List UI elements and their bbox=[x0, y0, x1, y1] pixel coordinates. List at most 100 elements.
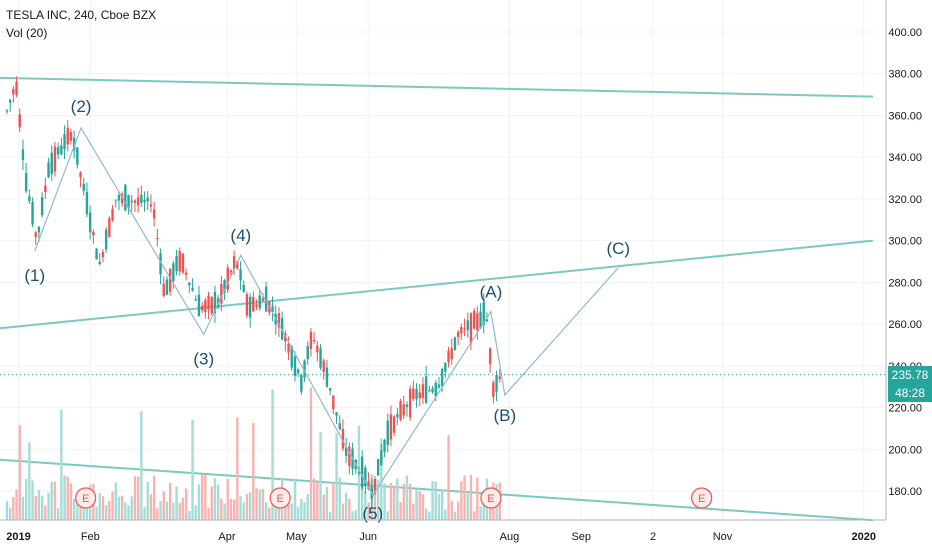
volume-bar bbox=[287, 494, 290, 520]
candle-body bbox=[488, 348, 492, 365]
candle-body bbox=[114, 199, 117, 201]
candle-body bbox=[82, 183, 85, 191]
earnings-icon bbox=[75, 487, 97, 509]
grid bbox=[0, 0, 886, 520]
y-tick-label: 320.00 bbox=[888, 194, 922, 206]
volume-bar bbox=[351, 511, 354, 520]
volume-bar bbox=[216, 484, 220, 520]
volume-bar bbox=[232, 499, 236, 520]
volume-bar bbox=[168, 482, 172, 520]
candle-body bbox=[28, 196, 31, 202]
x-tick-label: Apr bbox=[218, 531, 235, 543]
candle-body bbox=[127, 194, 130, 209]
volume-bar bbox=[69, 483, 73, 520]
volume-bar bbox=[440, 489, 444, 520]
earnings-marker[interactable]: E bbox=[691, 487, 713, 509]
volume-bar bbox=[124, 502, 127, 520]
y-tick-label: 200.00 bbox=[888, 444, 922, 456]
volume-bar bbox=[463, 475, 466, 520]
candle-body bbox=[66, 127, 69, 145]
candle-body bbox=[412, 388, 415, 399]
y-tick-label: 400.00 bbox=[888, 27, 922, 39]
volume-bar bbox=[479, 506, 482, 520]
candle-body bbox=[213, 291, 217, 314]
earnings-marker[interactable]: E bbox=[75, 487, 97, 509]
candle-body bbox=[111, 209, 114, 221]
candle-body bbox=[175, 256, 178, 272]
volume-bar bbox=[120, 495, 124, 520]
candle-body bbox=[130, 200, 133, 203]
candle-body bbox=[444, 362, 447, 372]
volume-bar bbox=[328, 511, 332, 520]
candle-body bbox=[255, 304, 258, 307]
candle-body bbox=[367, 481, 370, 490]
candle-body bbox=[85, 191, 89, 215]
candle-body bbox=[479, 311, 482, 329]
volume-bar bbox=[188, 510, 191, 520]
y-tick-label: 280.00 bbox=[888, 277, 922, 289]
candle-body bbox=[316, 345, 319, 353]
volume-bar bbox=[424, 508, 428, 520]
candle-body bbox=[226, 267, 229, 290]
volume-bar bbox=[60, 409, 63, 520]
candle-body bbox=[271, 306, 274, 313]
volume-bar bbox=[402, 483, 405, 520]
candle-body bbox=[434, 382, 437, 397]
earnings-icon bbox=[480, 487, 502, 509]
volume-bar bbox=[380, 438, 383, 520]
x-tick-label: Nov bbox=[713, 531, 733, 543]
volume-bar bbox=[76, 499, 79, 520]
candle-body bbox=[415, 388, 418, 400]
volume-bar bbox=[136, 476, 140, 520]
candle-body bbox=[373, 478, 377, 493]
candle-body bbox=[140, 194, 143, 203]
volume-bar bbox=[415, 489, 418, 520]
candle-body bbox=[232, 256, 236, 270]
volume-indicator-label[interactable]: Vol (20) bbox=[6, 26, 48, 40]
volume-bar bbox=[392, 485, 396, 520]
candle-body bbox=[421, 384, 425, 399]
volume-bar bbox=[460, 481, 463, 520]
volume-bar bbox=[47, 492, 50, 520]
y-tick-label: 300.00 bbox=[888, 236, 922, 248]
volume-bar bbox=[210, 486, 213, 520]
volume-bar bbox=[354, 510, 357, 520]
volume-bar bbox=[309, 387, 313, 520]
candle-body bbox=[5, 110, 9, 112]
axes: 180.00200.00220.00240.00260.00280.00300.… bbox=[0, 0, 922, 543]
earnings-marker[interactable]: E bbox=[269, 487, 291, 509]
symbol-title[interactable]: TESLA INC, 240, Cboe BZX bbox=[6, 8, 157, 22]
wave-line bbox=[34, 126, 619, 497]
candle-body bbox=[37, 226, 41, 233]
candle-body bbox=[204, 300, 207, 312]
candle-body bbox=[245, 294, 249, 316]
volume-bar bbox=[341, 503, 345, 520]
volume-bar bbox=[453, 511, 457, 520]
volume-bar bbox=[95, 506, 98, 520]
candle-body bbox=[322, 360, 325, 373]
volume-bar bbox=[24, 478, 28, 520]
volume-bar bbox=[37, 489, 41, 520]
candle-body bbox=[280, 317, 284, 340]
volume-bar bbox=[444, 509, 447, 520]
candle-body bbox=[178, 250, 181, 272]
volume-bar bbox=[223, 503, 226, 520]
volume-bar bbox=[472, 511, 476, 520]
volume-bar bbox=[18, 425, 21, 520]
candle-body bbox=[383, 439, 386, 452]
volume-bar bbox=[242, 502, 245, 520]
wave-label: (3) bbox=[193, 350, 214, 369]
candle-body bbox=[492, 382, 495, 397]
volume-bar bbox=[277, 508, 281, 520]
volume-bar bbox=[197, 484, 201, 520]
volume-bar bbox=[175, 486, 178, 520]
volume-bar bbox=[101, 496, 105, 520]
volume-bar bbox=[364, 491, 367, 520]
x-tick-label: Feb bbox=[81, 531, 100, 543]
volume-bar bbox=[111, 491, 114, 520]
candle-body bbox=[92, 231, 95, 236]
x-tick-label: May bbox=[286, 531, 307, 543]
earnings-marker[interactable]: E bbox=[480, 487, 502, 509]
volume-bar bbox=[40, 495, 44, 520]
